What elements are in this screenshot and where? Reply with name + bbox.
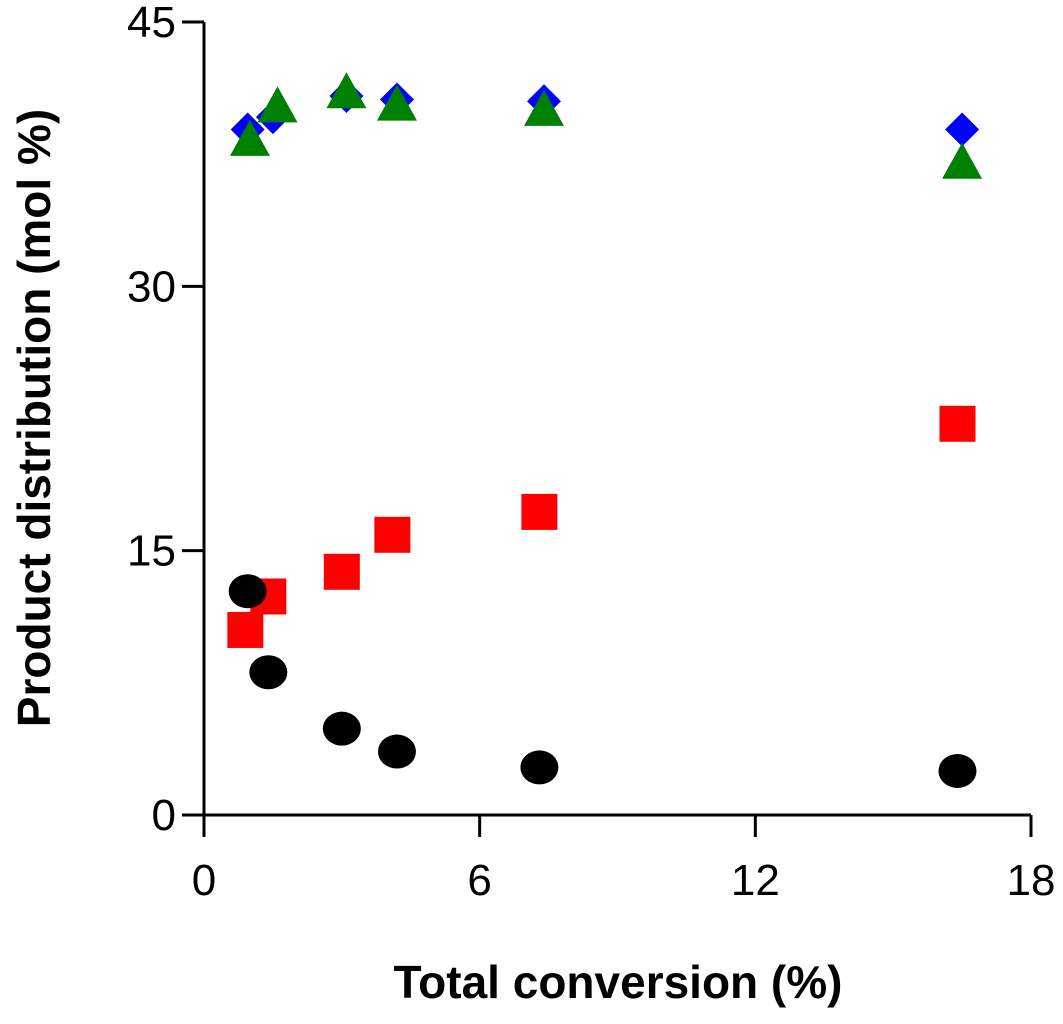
circle-point [520, 750, 559, 785]
triangle-point [942, 142, 983, 179]
x-tick-label: 6 [467, 856, 491, 905]
square-point [521, 493, 558, 530]
y-tick-label: 15 [127, 527, 176, 576]
triangle-point [326, 72, 367, 109]
circle-point [938, 753, 977, 788]
axes [202, 22, 1031, 817]
circle-point [249, 655, 288, 690]
circle-point [322, 711, 361, 746]
triangle-point [523, 89, 564, 126]
x-tick-label: 12 [731, 856, 780, 905]
series-triangle [229, 72, 983, 179]
triangle-point [257, 86, 298, 123]
circle-point [228, 574, 267, 609]
triangle-point [229, 119, 270, 156]
y-axis-title: Product distribution (mol %) [8, 109, 60, 727]
circle-point [377, 734, 416, 769]
x-tick-label: 0 [192, 856, 216, 905]
square-point [227, 611, 264, 648]
triangle-point [376, 84, 417, 121]
square-point [374, 516, 411, 553]
diamond-point [945, 112, 980, 147]
ticks: 0 15 30 45 0 6 12 18 [127, 0, 1055, 905]
x-tick-label: 18 [1007, 856, 1056, 905]
series-circle [228, 574, 977, 788]
square-point [939, 405, 976, 442]
series-square [227, 405, 976, 648]
square-point [323, 553, 360, 590]
x-axis-title: Total conversion (%) [394, 956, 843, 1008]
y-tick-label: 45 [127, 0, 176, 47]
data-markers [227, 72, 983, 788]
y-tick-label: 0 [152, 791, 176, 840]
y-tick-label: 30 [127, 262, 176, 311]
